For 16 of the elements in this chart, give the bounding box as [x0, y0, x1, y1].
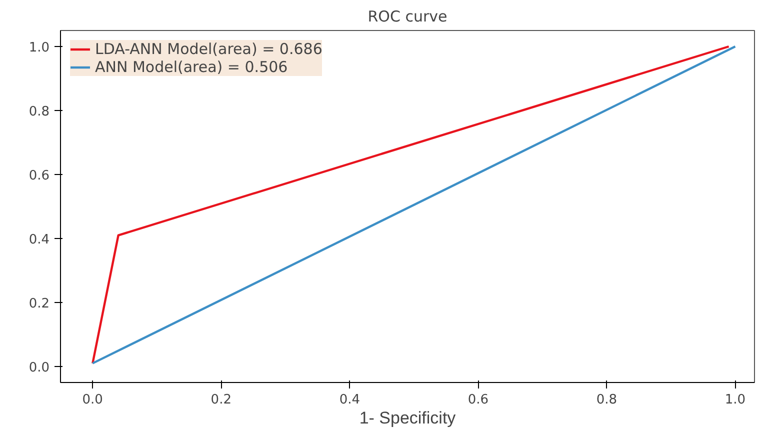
- x-tick-label: 0.8: [596, 392, 618, 408]
- y-tick-label: 0.8: [28, 104, 50, 120]
- x-tick-label: 0.4: [339, 392, 360, 408]
- x-tick-label: 0.0: [82, 392, 103, 408]
- y-tick-label: 0.2: [28, 296, 50, 312]
- legend-label: LDA-ANN Model(area) = 0.686: [95, 40, 322, 58]
- x-tick-label: 1.0: [724, 392, 746, 408]
- y-tick-label: 0.0: [28, 360, 50, 376]
- y-tick-label: 0.6: [28, 168, 50, 184]
- x-tick-label: 0.6: [468, 392, 489, 408]
- legend-label: ANN Model(area) = 0.506: [95, 58, 288, 76]
- chart-title: ROC curve: [368, 8, 448, 26]
- x-axis-title: 1- Specificity: [359, 408, 456, 428]
- x-tick-label: 0.2: [210, 392, 232, 408]
- y-tick-label: 0.4: [28, 232, 50, 248]
- y-tick-label: 1.0: [28, 40, 50, 56]
